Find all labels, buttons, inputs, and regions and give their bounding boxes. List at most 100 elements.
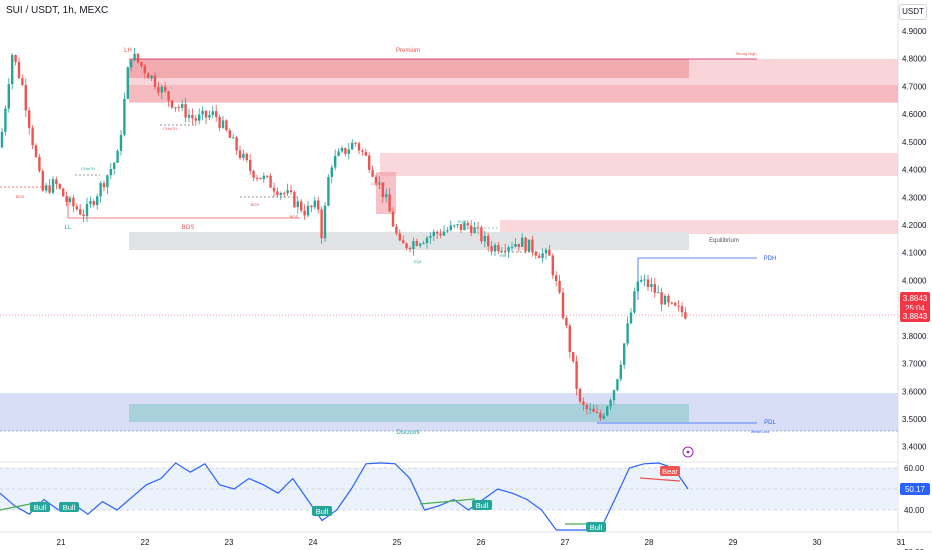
candle-body	[344, 148, 347, 154]
time-tick-label: 21	[57, 538, 66, 547]
candle-body	[130, 60, 133, 68]
candle-body	[303, 210, 306, 216]
annotation-label: Discount	[396, 430, 420, 436]
candle-body	[79, 209, 82, 215]
candle-body	[354, 142, 357, 144]
candle-body	[238, 150, 242, 158]
rsi-line	[0, 462, 689, 531]
candle-body	[187, 115, 191, 118]
candle-body	[612, 390, 616, 401]
candle-body	[11, 55, 14, 85]
rsi-value-tag: 50.17	[900, 483, 930, 495]
candle-body	[45, 185, 48, 191]
candle-body	[201, 110, 204, 115]
candle-body	[473, 227, 476, 234]
candle-body	[96, 196, 99, 205]
candle-body	[504, 250, 507, 252]
currency-button[interactable]: USDT	[899, 4, 927, 20]
candle-body	[170, 100, 174, 108]
candle-body	[310, 205, 313, 208]
candle-body	[133, 53, 136, 61]
time-tick-label: 27	[561, 538, 570, 547]
candle-body	[490, 246, 493, 252]
candle-body	[259, 177, 262, 180]
candle-body	[123, 98, 126, 135]
candle-body	[402, 240, 405, 244]
annotation-label: Strong High	[735, 51, 756, 56]
candle-body	[208, 114, 211, 118]
candle-body	[483, 235, 486, 242]
badge-label: Bull	[476, 501, 489, 510]
candle-body	[357, 143, 361, 151]
candle-body	[663, 295, 667, 305]
candle-body	[24, 84, 27, 111]
candle-body	[619, 364, 622, 380]
rsi-badge: Bull	[59, 502, 79, 512]
annotation-label: FIB	[500, 253, 507, 258]
badge-label: Bull	[590, 523, 603, 532]
candle-body	[198, 114, 201, 121]
candle-body	[599, 412, 602, 419]
candle-body	[544, 249, 548, 254]
candle-body	[476, 227, 480, 229]
candle-body	[514, 243, 517, 247]
candle-body	[388, 194, 391, 212]
candle-body	[371, 169, 374, 177]
candle-body	[320, 209, 323, 239]
candle-body	[616, 379, 619, 391]
candle-body	[405, 243, 408, 248]
candle-body	[419, 243, 422, 246]
candle-body	[470, 225, 473, 234]
candle-body	[422, 243, 425, 245]
candle-body	[317, 200, 320, 210]
candle-body	[289, 190, 293, 193]
candle-body	[72, 197, 75, 207]
discount-ob	[129, 404, 689, 422]
annotation-layer: LH Premium Strong High LL BOS BOS BOS BOS CHoCH C…	[16, 48, 776, 532]
candle-body	[82, 214, 85, 217]
candle-body	[337, 151, 340, 156]
candle-body	[283, 193, 286, 195]
candle-body	[575, 361, 578, 389]
candle-body	[361, 150, 364, 152]
annotation-label: CHoCH	[163, 126, 177, 131]
annotation-label: EQH	[458, 219, 467, 224]
alert-icon[interactable]	[682, 446, 694, 458]
candle-body	[211, 111, 214, 115]
candle-body	[177, 107, 180, 109]
candle-body	[381, 182, 384, 198]
candle-body	[592, 408, 595, 412]
time-tick-label: 28	[645, 538, 654, 547]
candle-body	[31, 127, 34, 146]
candle-body	[459, 224, 463, 230]
candle-body	[670, 302, 673, 304]
candle-body	[578, 388, 582, 402]
annotation-label: BOS	[16, 194, 25, 199]
candle-body	[493, 244, 497, 252]
candle-body	[228, 130, 231, 138]
candle-body	[439, 233, 442, 236]
candle-body	[636, 281, 639, 292]
candle-body	[296, 201, 299, 208]
candle-body	[153, 75, 157, 87]
badge-label: Bull	[34, 503, 47, 512]
rsi-axis: 60.00 40.00 20.00	[904, 464, 925, 550]
badge-box	[586, 522, 606, 532]
candle-body	[286, 190, 289, 194]
candle-body	[558, 281, 561, 293]
candle-body	[385, 194, 388, 198]
badge-box	[660, 466, 680, 476]
candle-body	[446, 230, 449, 232]
candle-body	[17, 61, 21, 79]
candle-body	[572, 352, 575, 362]
price-tag-value-2: 3.8843	[903, 312, 928, 321]
candle-body	[660, 292, 663, 305]
candle-body	[51, 179, 55, 193]
candle-body	[538, 255, 541, 258]
price-tag: 3.8843 25:04 3.8843	[900, 292, 930, 322]
candle-body	[41, 170, 44, 191]
annotation-label: BOS	[182, 225, 195, 231]
time-tick-label: 26	[477, 538, 486, 547]
candle-body	[75, 206, 78, 210]
